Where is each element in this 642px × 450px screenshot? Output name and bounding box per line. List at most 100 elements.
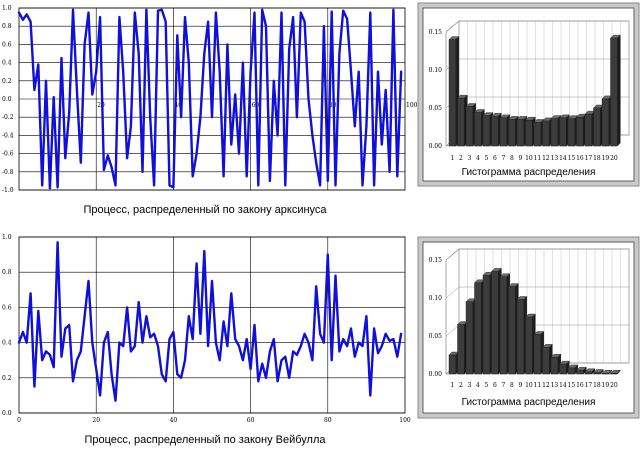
hist-x-tick-label: 11: [534, 382, 542, 389]
bar-front: [474, 282, 482, 375]
hist-x-tick-label: 6: [493, 382, 497, 389]
x-tick-label: 100: [399, 417, 411, 424]
hist-x-tick-label: 13: [551, 155, 559, 162]
bar-front: [559, 363, 567, 375]
hist-x-tick-label: 2: [459, 155, 463, 162]
x-tick-label: 0: [17, 417, 21, 424]
y-tick-label: 0.0: [2, 96, 12, 103]
hist-x-tick-label: 9: [518, 382, 522, 389]
series-line: [17, 8, 403, 190]
bar-front: [482, 115, 491, 147]
line-chart-2: 1.0 0.8 0.6 0.4 0.2 0.0 0 20 40 60 80 100 Процесс, р…: [2, 234, 411, 446]
hist-y-tick-label: 0.15: [429, 257, 443, 264]
bar-front: [542, 347, 550, 375]
hist-x-tick-label: 10: [525, 382, 533, 389]
hist-x-tick-label: 20: [610, 382, 618, 389]
bar-side: [617, 34, 621, 147]
histogram-bar: [601, 369, 613, 375]
x-tick-label: 40: [174, 102, 182, 109]
y-tick-label: 0.8: [2, 23, 12, 30]
hist-x-tick-label: 2: [459, 382, 463, 389]
histogram-panels-layer: 0.150.100.050.001 2 3 4 5 6 7 8 9 10 11 12 13 14 15 16 1…: [417, 2, 640, 419]
bar-front: [525, 316, 533, 375]
hist-x-tick-label: 1: [450, 155, 454, 162]
hist-y-tick-label: 0.05: [429, 333, 443, 340]
bar-front: [610, 37, 618, 147]
y-tick-label: 1.0: [2, 234, 12, 241]
bar-front: [576, 370, 584, 375]
hist-x-tick-label: 14: [559, 382, 567, 389]
histogram-bar: [584, 368, 596, 375]
bar-front: [576, 116, 584, 147]
hist-x-tick-label: 7: [501, 382, 505, 389]
hist-y-tick-label: 0.05: [429, 105, 443, 112]
bar-front: [610, 373, 618, 375]
hist-x-tick-label: 5: [484, 155, 488, 162]
y-tick-label: 0.0: [2, 410, 12, 417]
hist-x-tick-label: 1: [450, 382, 454, 389]
hist-x-tick-label: 19: [602, 382, 610, 389]
hist-x-tick-label: 4: [476, 382, 480, 389]
hist-x-tick-label: 9: [518, 155, 522, 162]
hist-x-tick-label: 14: [559, 155, 567, 162]
bar-front: [550, 118, 559, 147]
histogram-bar: [610, 369, 621, 375]
hist-x-tick-label: 16: [576, 155, 584, 162]
bar-front: [482, 275, 491, 375]
bar-front: [601, 373, 610, 375]
hist-x-tick-label: 17: [585, 382, 593, 389]
y-tick-label: 0.8: [2, 269, 12, 276]
bar-front: [559, 117, 567, 147]
y-tick-label: 0.2: [2, 78, 12, 85]
bar-front: [508, 286, 516, 375]
bar-front: [448, 39, 457, 147]
hist-x-tick-label: 8: [510, 155, 514, 162]
hist-y-tick-label: 0.00: [429, 143, 443, 150]
bar-front: [516, 299, 525, 375]
histogram-panel-1: 0.150.100.050.001 2 3 4 5 6 7 8 9 10 11 12 13 14 15 16 1…: [417, 2, 640, 187]
hist-x-tick-label: 18: [593, 155, 601, 162]
bar-front: [567, 367, 576, 375]
bar-front: [457, 324, 465, 375]
hist-y-tick-label: 0.15: [429, 29, 443, 36]
y-tick-label: 0.6: [2, 41, 12, 48]
y-tick-label: -0.8: [2, 169, 14, 176]
bar-front: [499, 276, 508, 375]
x-tick-label: 60: [247, 417, 255, 424]
histogram-title: Гистограмма распределения: [462, 167, 596, 178]
histogram-bar: [593, 368, 604, 375]
hist-x-tick-label: 10: [525, 155, 533, 162]
y-gridline-side: [445, 20, 460, 33]
histogram-title: Гистограмма распределения: [462, 397, 596, 408]
line-charts-layer: 1.0 0.8 0.6 0.4 0.2 0.0 -0.2 -0.4 -0.6 -0.8 -1.0 20…: [2, 5, 418, 446]
hist-x-tick-label: 12: [542, 155, 550, 162]
bar-front: [516, 119, 525, 147]
x-tick-label: 40: [170, 417, 178, 424]
hist-x-tick-label: 3: [467, 382, 471, 389]
x-tick-label: 100: [406, 102, 418, 109]
x-tick-label: 80: [324, 417, 332, 424]
chart-caption: Процесс, распределенный по закону арксин…: [83, 204, 327, 216]
histogram-bar: [610, 34, 621, 147]
y-tick-label: -0.4: [2, 132, 14, 139]
bar-front: [584, 113, 593, 147]
bar-front: [533, 122, 542, 147]
plot-frame: [18, 236, 406, 414]
y-tick-label: 0.2: [2, 375, 12, 382]
hist-x-tick-label: 15: [568, 382, 576, 389]
bar-front: [584, 371, 593, 375]
hist-x-tick-label: 19: [602, 155, 610, 162]
bar-front: [448, 354, 457, 375]
bar-front: [491, 271, 499, 375]
x-tick-label: 20: [92, 417, 100, 424]
y-tick-label: 0.4: [2, 340, 12, 347]
hist-x-tick-label: 5: [484, 382, 488, 389]
bar-front: [457, 97, 465, 147]
bar-front: [508, 119, 516, 147]
hist-x-tick-label: 8: [510, 382, 514, 389]
y-gridline-side: [445, 286, 460, 299]
y-gridline-side: [445, 324, 460, 337]
bar-front: [499, 117, 508, 147]
bar-front: [474, 112, 482, 147]
hist-x-tick-label: 15: [568, 155, 576, 162]
